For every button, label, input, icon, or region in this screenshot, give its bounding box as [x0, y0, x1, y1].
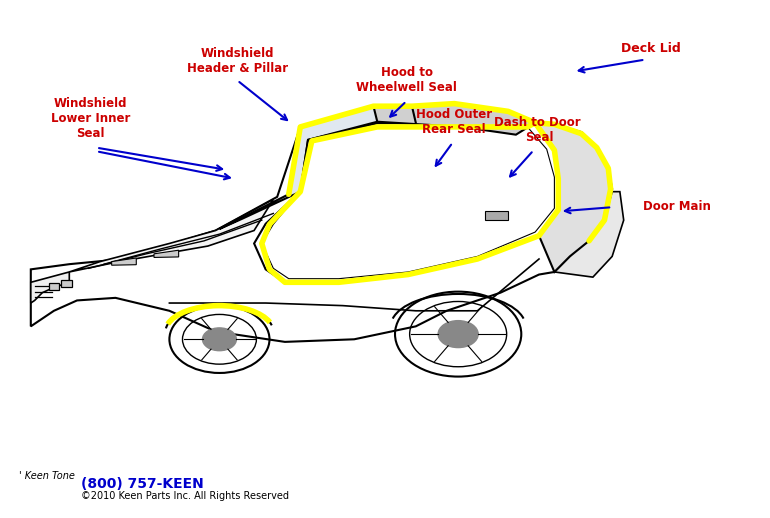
- Text: (800) 757-KEEN: (800) 757-KEEN: [81, 478, 203, 492]
- Polygon shape: [69, 199, 273, 272]
- Text: ©2010 Keen Parts Inc. All Rights Reserved: ©2010 Keen Parts Inc. All Rights Reserve…: [81, 492, 289, 501]
- Polygon shape: [373, 104, 535, 135]
- Text: Hood to
Wheelwell Seal: Hood to Wheelwell Seal: [356, 66, 457, 94]
- Text: Hood Outer
Rear Seal: Hood Outer Rear Seal: [417, 108, 492, 136]
- Polygon shape: [154, 250, 179, 257]
- Bar: [61, 280, 72, 287]
- Polygon shape: [31, 104, 612, 342]
- Polygon shape: [112, 258, 136, 265]
- Polygon shape: [31, 272, 69, 303]
- Polygon shape: [554, 192, 624, 277]
- Circle shape: [203, 328, 236, 351]
- Circle shape: [438, 321, 478, 348]
- Text: Windshield
Lower Inner
Seal: Windshield Lower Inner Seal: [51, 97, 131, 140]
- Bar: [485, 211, 508, 220]
- Text: Windshield
Header & Pillar: Windshield Header & Pillar: [186, 47, 288, 75]
- Polygon shape: [254, 123, 558, 282]
- Text: Deck Lid: Deck Lid: [621, 42, 681, 55]
- Text: Dash to Door 
Seal: Dash to Door Seal: [494, 116, 584, 144]
- Text: Door Main: Door Main: [643, 200, 711, 213]
- Polygon shape: [219, 104, 535, 229]
- Text: ' Keen Tone: ' Keen Tone: [19, 471, 75, 481]
- Bar: [49, 283, 59, 290]
- Polygon shape: [535, 123, 611, 272]
